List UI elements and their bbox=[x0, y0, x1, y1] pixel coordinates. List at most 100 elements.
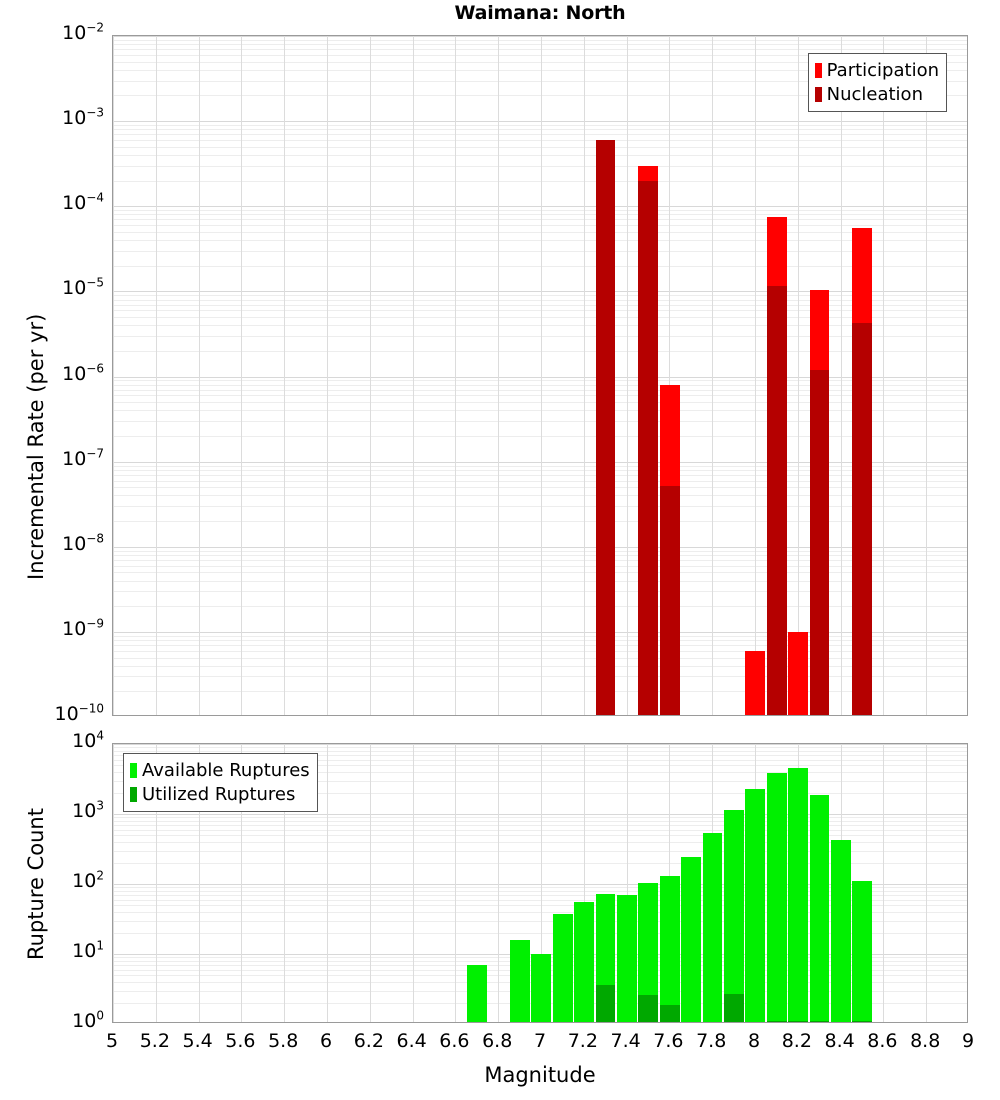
x-tick-label: 5.4 bbox=[182, 1030, 213, 1052]
gridline-horizontal bbox=[113, 36, 967, 37]
gridline-horizontal bbox=[113, 336, 967, 337]
gridline-horizontal bbox=[113, 377, 967, 378]
gridline-horizontal bbox=[113, 755, 967, 756]
bar-available-ruptures-7.1 bbox=[552, 914, 573, 1022]
gridline-horizontal bbox=[113, 305, 967, 306]
gridline-horizontal bbox=[113, 817, 967, 818]
gridline-vertical bbox=[498, 36, 499, 715]
gridline-vertical bbox=[926, 744, 927, 1022]
gridline-horizontal bbox=[113, 310, 967, 311]
y-tick-label: 10−8 bbox=[62, 531, 104, 555]
gridline-horizontal bbox=[113, 385, 967, 386]
gridline-horizontal bbox=[113, 747, 967, 748]
bar-available-ruptures-8.2 bbox=[788, 767, 808, 1022]
y-tick-label: 103 bbox=[72, 798, 104, 822]
gridline-vertical bbox=[926, 36, 927, 715]
x-tick-label: 6.4 bbox=[396, 1030, 427, 1052]
bar-participation-8.2 bbox=[788, 631, 808, 715]
gridline-horizontal bbox=[113, 691, 967, 692]
gridline-horizontal bbox=[113, 121, 967, 122]
bar-participation-8 bbox=[745, 650, 766, 715]
legend-label-utilized-ruptures: Utilized Ruptures bbox=[142, 783, 296, 805]
bar-nucleation-7.6 bbox=[659, 485, 680, 715]
gridline-horizontal bbox=[113, 891, 967, 892]
gridline-horizontal bbox=[113, 129, 967, 130]
gridline-horizontal bbox=[113, 325, 967, 326]
nucleation-swatch-icon bbox=[814, 86, 822, 102]
x-tick-label: 5.8 bbox=[268, 1030, 299, 1052]
available-ruptures-swatch-icon bbox=[130, 762, 137, 778]
gridline-vertical bbox=[584, 744, 585, 1022]
bar-nucleation-8.1 bbox=[766, 286, 787, 715]
legend-item-available-ruptures: Available Ruptures bbox=[130, 758, 310, 782]
bar-available-ruptures-8.4 bbox=[830, 839, 851, 1022]
gridline-horizontal bbox=[113, 166, 967, 167]
gridline-vertical bbox=[156, 36, 157, 715]
bar-utilized-ruptures-8.3 bbox=[809, 1021, 830, 1022]
gridline-vertical bbox=[413, 744, 414, 1022]
gridline-horizontal bbox=[113, 140, 967, 141]
gridline-horizontal bbox=[113, 636, 967, 637]
y-tick-label: 102 bbox=[72, 868, 104, 892]
participation-swatch-icon bbox=[814, 62, 822, 78]
gridline-horizontal bbox=[113, 49, 967, 50]
legend-label-participation: Participation bbox=[826, 59, 939, 81]
x-tick-label: 7.6 bbox=[653, 1030, 684, 1052]
gridline-vertical bbox=[327, 744, 328, 1022]
gridline-vertical bbox=[455, 744, 456, 1022]
gridline-horizontal bbox=[113, 95, 967, 96]
gridline-horizontal bbox=[113, 751, 967, 752]
gridline-horizontal bbox=[113, 830, 967, 831]
gridline-horizontal bbox=[113, 851, 967, 852]
gridline-horizontal bbox=[113, 155, 967, 156]
bar-nucleation-8.5 bbox=[852, 322, 873, 715]
gridline-vertical bbox=[584, 36, 585, 715]
bar-available-ruptures-8.5 bbox=[852, 881, 873, 1022]
gridline-horizontal bbox=[113, 547, 967, 548]
gridline-vertical bbox=[370, 36, 371, 715]
x-axis-title: Magnitude bbox=[484, 1063, 596, 1087]
gridline-horizontal bbox=[113, 645, 967, 646]
bar-utilized-ruptures-7.6 bbox=[659, 1004, 680, 1022]
gridline-horizontal bbox=[113, 632, 967, 633]
bar-available-ruptures-6.7 bbox=[467, 964, 487, 1022]
bottom-legend: Available Ruptures Utilized Ruptures bbox=[123, 753, 318, 812]
gridline-horizontal bbox=[113, 651, 967, 652]
gridline-vertical bbox=[413, 36, 414, 715]
bar-available-ruptures-7.7 bbox=[681, 857, 701, 1022]
gridline-horizontal bbox=[113, 421, 967, 422]
x-tick-label: 9 bbox=[961, 1030, 975, 1052]
y-tick-label: 10−10 bbox=[54, 701, 104, 725]
y-tick-label: 100 bbox=[72, 1008, 104, 1032]
gridline-horizontal bbox=[113, 219, 967, 220]
bar-available-ruptures-8.3 bbox=[809, 795, 830, 1022]
gridline-vertical bbox=[883, 36, 884, 715]
gridline-horizontal bbox=[113, 251, 967, 252]
gridline-vertical bbox=[327, 36, 328, 715]
bar-available-ruptures-7.8 bbox=[702, 832, 723, 1022]
y-tick-label: 10−2 bbox=[62, 20, 104, 44]
bar-utilized-ruptures-7.9 bbox=[723, 993, 744, 1022]
legend-label-nucleation: Nucleation bbox=[826, 83, 923, 105]
x-tick-label: 5.6 bbox=[225, 1030, 256, 1052]
gridline-vertical bbox=[199, 36, 200, 715]
gridline-horizontal bbox=[113, 495, 967, 496]
gridline-horizontal bbox=[113, 555, 967, 556]
x-tick-label: 5 bbox=[105, 1030, 119, 1052]
gridline-vertical bbox=[755, 36, 756, 715]
bar-utilized-ruptures-8.5 bbox=[852, 1021, 873, 1022]
gridline-vertical bbox=[669, 36, 670, 715]
bottom-y-axis-title: Rupture Count bbox=[24, 808, 48, 960]
gridline-horizontal bbox=[113, 744, 967, 745]
x-tick-label: 6 bbox=[319, 1030, 333, 1052]
y-tick-label: 101 bbox=[72, 938, 104, 962]
bar-nucleation-7.5 bbox=[638, 180, 659, 715]
x-tick-label: 8.6 bbox=[867, 1030, 898, 1052]
y-tick-label: 10−4 bbox=[62, 190, 104, 215]
bar-available-ruptures-7.6 bbox=[659, 876, 680, 1022]
gridline-vertical bbox=[284, 36, 285, 715]
gridline-horizontal bbox=[113, 470, 967, 471]
gridline-vertical bbox=[455, 36, 456, 715]
x-tick-label: 7.4 bbox=[610, 1030, 641, 1052]
bar-available-ruptures-7.2 bbox=[574, 901, 594, 1022]
